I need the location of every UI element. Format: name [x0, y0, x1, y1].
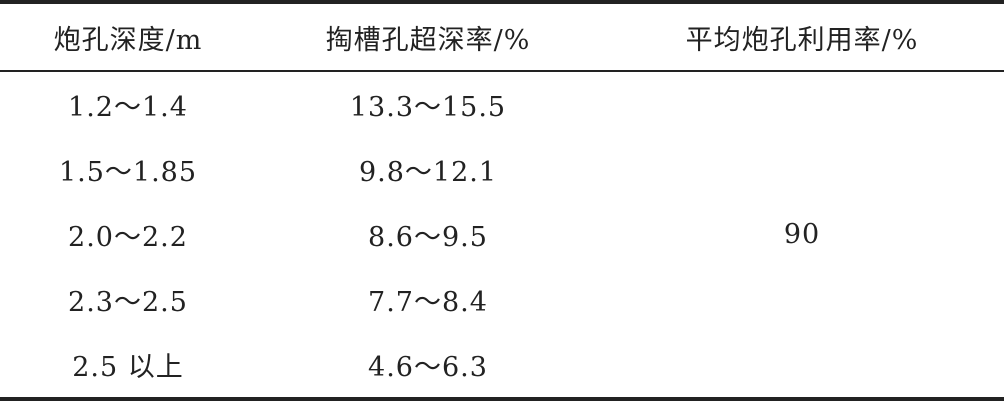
cell-overdepth: 9.8～12.1 [358, 157, 498, 188]
cell-depth: 2.5 以上 [72, 352, 184, 383]
header-row: 炮孔深度/m 掏槽孔超深率/% 平均炮孔利用率/% [0, 2, 1004, 72]
cell-overdepth: 7.7～8.4 [368, 287, 488, 318]
cell-utilization: 90 [783, 219, 821, 250]
table-row: 2.3～2.5 7.7～8.4 [0, 267, 1004, 332]
table-row: 2.5 以上 4.6～6.3 [0, 332, 1004, 399]
table-row: 2.0～2.2 8.6～9.5 [0, 202, 1004, 267]
header-hole-depth: 炮孔深度/m [0, 2, 256, 72]
cell-depth: 2.3～2.5 [68, 287, 188, 318]
header-avg-utilization: 平均炮孔利用率/% [600, 2, 1004, 72]
cell-depth: 1.5～1.85 [58, 157, 198, 188]
table-row: 1.2～1.4 13.3～15.5 90 [0, 71, 1004, 250]
cell-overdepth: 4.6～6.3 [368, 352, 488, 383]
cell-depth: 1.2～1.4 [68, 92, 188, 123]
header-cut-hole-overdepth: 掏槽孔超深率/% [256, 2, 600, 72]
table-row: 1.5～1.85 9.8～12.1 [0, 137, 1004, 202]
cell-overdepth: 13.3～15.5 [349, 92, 507, 123]
cell-overdepth: 8.6～9.5 [368, 222, 488, 253]
cell-depth: 2.0～2.2 [68, 222, 188, 253]
